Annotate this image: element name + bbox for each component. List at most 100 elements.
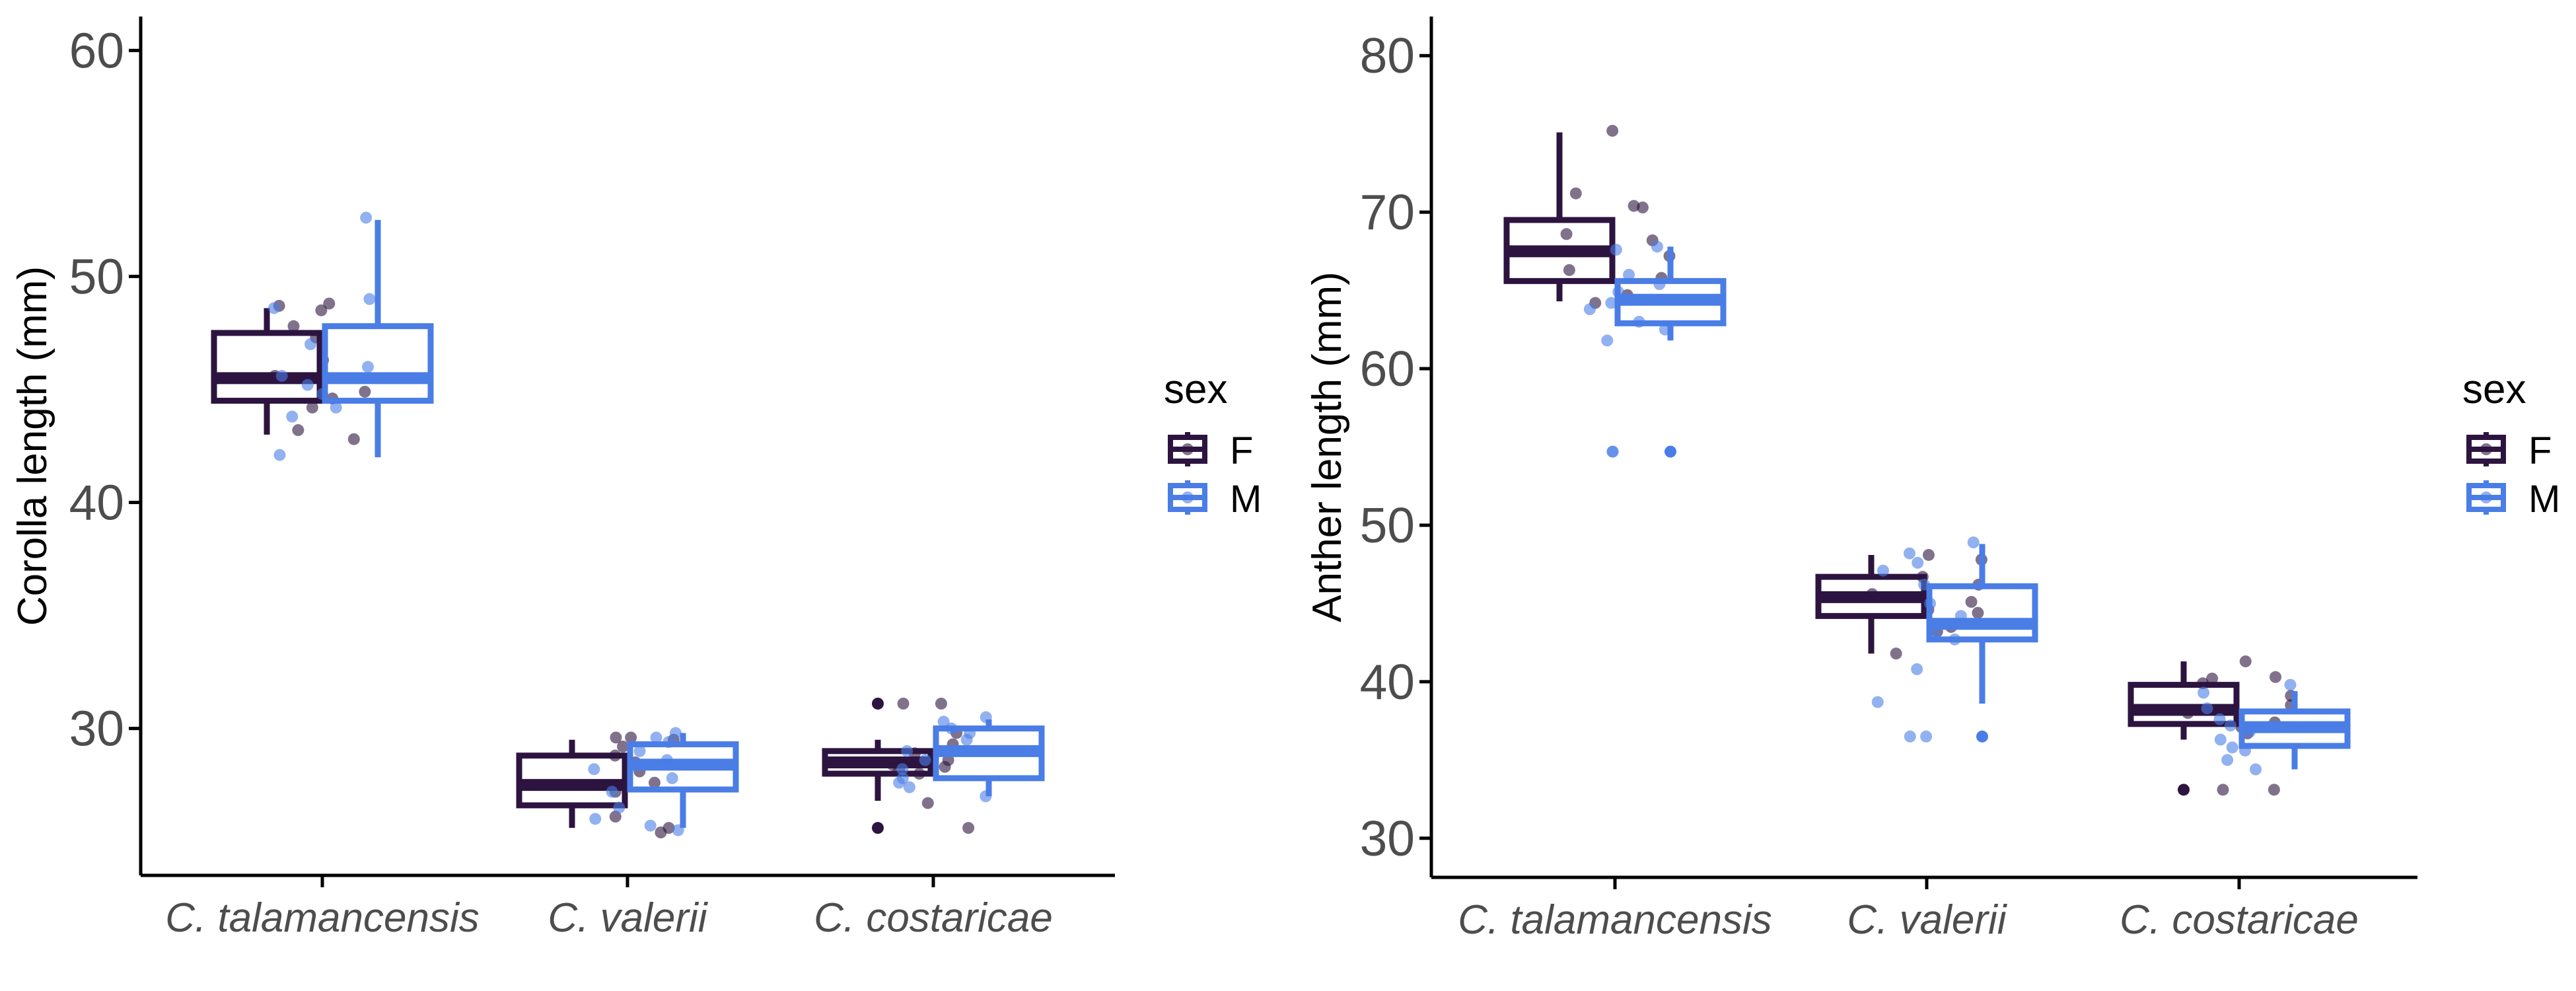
legend-title: sex bbox=[1164, 367, 1227, 412]
data-point bbox=[1653, 278, 1666, 291]
y-tick-label: 50 bbox=[1360, 497, 1415, 553]
data-point bbox=[306, 401, 318, 414]
y-tick-label: 40 bbox=[1360, 654, 1415, 710]
data-point bbox=[304, 338, 317, 351]
data-point bbox=[359, 385, 371, 398]
data-point bbox=[613, 801, 626, 814]
data-point bbox=[2226, 741, 2238, 754]
data-point bbox=[2239, 655, 2252, 668]
data-point bbox=[286, 410, 299, 423]
legend-panel-1: sex F M bbox=[1164, 367, 1262, 521]
data-point bbox=[2217, 784, 2229, 796]
data-point bbox=[1636, 202, 1649, 214]
data-point bbox=[330, 401, 342, 414]
data-point bbox=[2182, 707, 2194, 719]
data-point bbox=[609, 811, 622, 823]
data-point bbox=[316, 388, 329, 400]
data-point bbox=[1606, 124, 1619, 137]
data-point bbox=[648, 776, 661, 789]
data-point bbox=[2268, 784, 2280, 796]
x-tick-label: C. costaricae bbox=[814, 895, 1053, 941]
data-point bbox=[292, 424, 304, 437]
data-point bbox=[1605, 297, 1618, 309]
data-point bbox=[2221, 754, 2234, 766]
y-tick-label: 70 bbox=[1360, 184, 1415, 240]
y-tick-label: 50 bbox=[69, 248, 124, 304]
data-point bbox=[1903, 547, 1915, 560]
data-point bbox=[919, 754, 931, 766]
data-point bbox=[644, 819, 657, 832]
legend-label-m: M bbox=[1230, 478, 1262, 521]
data-point bbox=[323, 297, 336, 310]
data-point bbox=[945, 722, 958, 735]
data-point bbox=[2214, 733, 2227, 746]
data-point bbox=[901, 745, 913, 757]
data-point bbox=[1918, 578, 1931, 591]
x-tick-label: C. costaricae bbox=[2120, 897, 2359, 943]
data-point bbox=[2284, 679, 2297, 691]
data-point bbox=[301, 379, 314, 391]
data-point bbox=[2238, 745, 2251, 757]
data-point bbox=[1623, 268, 1635, 281]
data-point bbox=[273, 449, 286, 461]
data-point bbox=[1965, 596, 1978, 608]
box-f bbox=[211, 330, 323, 404]
data-point bbox=[275, 369, 288, 382]
data-point bbox=[1911, 663, 1923, 675]
legend-panel-2: sex F M bbox=[2462, 367, 2560, 521]
data-point bbox=[669, 727, 682, 739]
data-point bbox=[939, 760, 951, 773]
data-point bbox=[1972, 606, 1984, 619]
data-point bbox=[896, 763, 909, 776]
y-tick-label: 80 bbox=[1360, 28, 1415, 83]
data-point bbox=[315, 304, 328, 316]
legend-key-point bbox=[1182, 492, 1194, 503]
data-point bbox=[625, 731, 637, 744]
x-tick-label: C. talamancensis bbox=[165, 895, 480, 941]
box-m bbox=[322, 323, 434, 404]
legend-key-point bbox=[2480, 443, 2492, 455]
data-point bbox=[1606, 445, 1619, 458]
data-point bbox=[2250, 763, 2262, 776]
legend-title: sex bbox=[2462, 367, 2526, 412]
data-point bbox=[1904, 730, 1916, 743]
data-point bbox=[1949, 633, 1961, 645]
data-point bbox=[1866, 588, 1878, 601]
data-point bbox=[1560, 228, 1573, 240]
x-tick-label: C. valerii bbox=[1847, 897, 2007, 943]
data-point bbox=[1922, 548, 1935, 561]
data-point bbox=[913, 768, 925, 780]
data-point bbox=[606, 786, 618, 798]
data-point bbox=[610, 731, 622, 744]
data-point bbox=[1871, 696, 1884, 708]
y-tick-label: 30 bbox=[69, 701, 124, 756]
data-point bbox=[361, 361, 374, 373]
data-point bbox=[1924, 597, 1937, 610]
data-point bbox=[1612, 285, 1625, 298]
data-point bbox=[1912, 556, 1924, 569]
data-point bbox=[1610, 243, 1622, 256]
data-point bbox=[1954, 610, 1967, 622]
data-point bbox=[589, 813, 602, 825]
x-tick-label: C. valerii bbox=[548, 895, 708, 941]
y-axis-title: Anther length (mm) bbox=[1305, 272, 1350, 622]
data-point bbox=[1920, 730, 1933, 743]
legend-label-m: M bbox=[2528, 478, 2560, 521]
data-point bbox=[2197, 677, 2209, 690]
data-point bbox=[980, 790, 992, 803]
data-point bbox=[672, 824, 684, 836]
data-point bbox=[666, 772, 678, 784]
data-point bbox=[2201, 702, 2213, 715]
data-point bbox=[1601, 334, 1614, 347]
data-point bbox=[2243, 725, 2256, 738]
data-point bbox=[1929, 628, 1942, 641]
data-point bbox=[609, 749, 622, 762]
outlier-point bbox=[2178, 784, 2190, 796]
data-point bbox=[903, 781, 915, 793]
data-point bbox=[1569, 187, 1582, 200]
data-point bbox=[268, 302, 281, 314]
x-tick-label: C. talamancensis bbox=[1458, 897, 1772, 943]
data-point bbox=[935, 698, 947, 710]
data-point bbox=[980, 711, 992, 723]
box-m bbox=[1926, 583, 2038, 643]
